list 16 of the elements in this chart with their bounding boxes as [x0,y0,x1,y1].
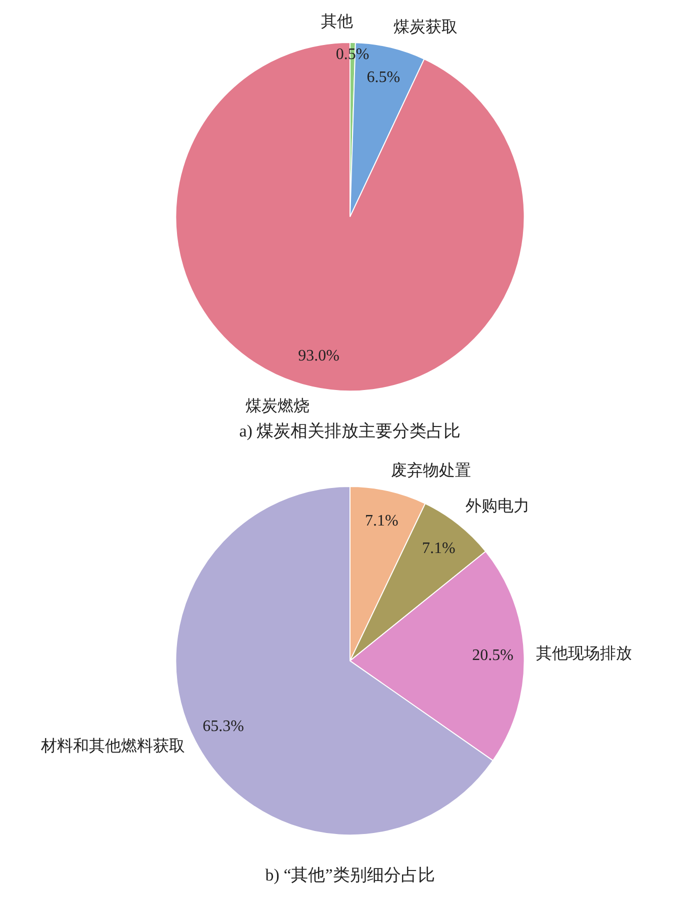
slice-label: 外购电力 [466,496,530,515]
data-label: 65.3% [202,718,244,736]
text: a) 煤炭相关排放主要分类占比 [239,421,461,440]
text: b) “其他”类别细分占比 [265,865,435,884]
slice-label: 煤炭获取 [393,18,458,36]
data-label: 7.1% [422,540,456,557]
slice-label: 废弃物处置 [391,461,472,480]
slice-label: 其他现场排放 [536,644,632,663]
slice-label: 其他 [320,12,353,31]
data-label: 20.5% [472,647,514,664]
data-label: 0.5% [336,46,370,63]
slice-label: 煤炭燃烧 [245,396,310,415]
data-label: 6.5% [366,69,400,86]
slice-label: 材料和其他燃料获取 [40,737,185,756]
data-label: 93.0% [298,347,340,364]
data-label: 7.1% [364,512,398,530]
